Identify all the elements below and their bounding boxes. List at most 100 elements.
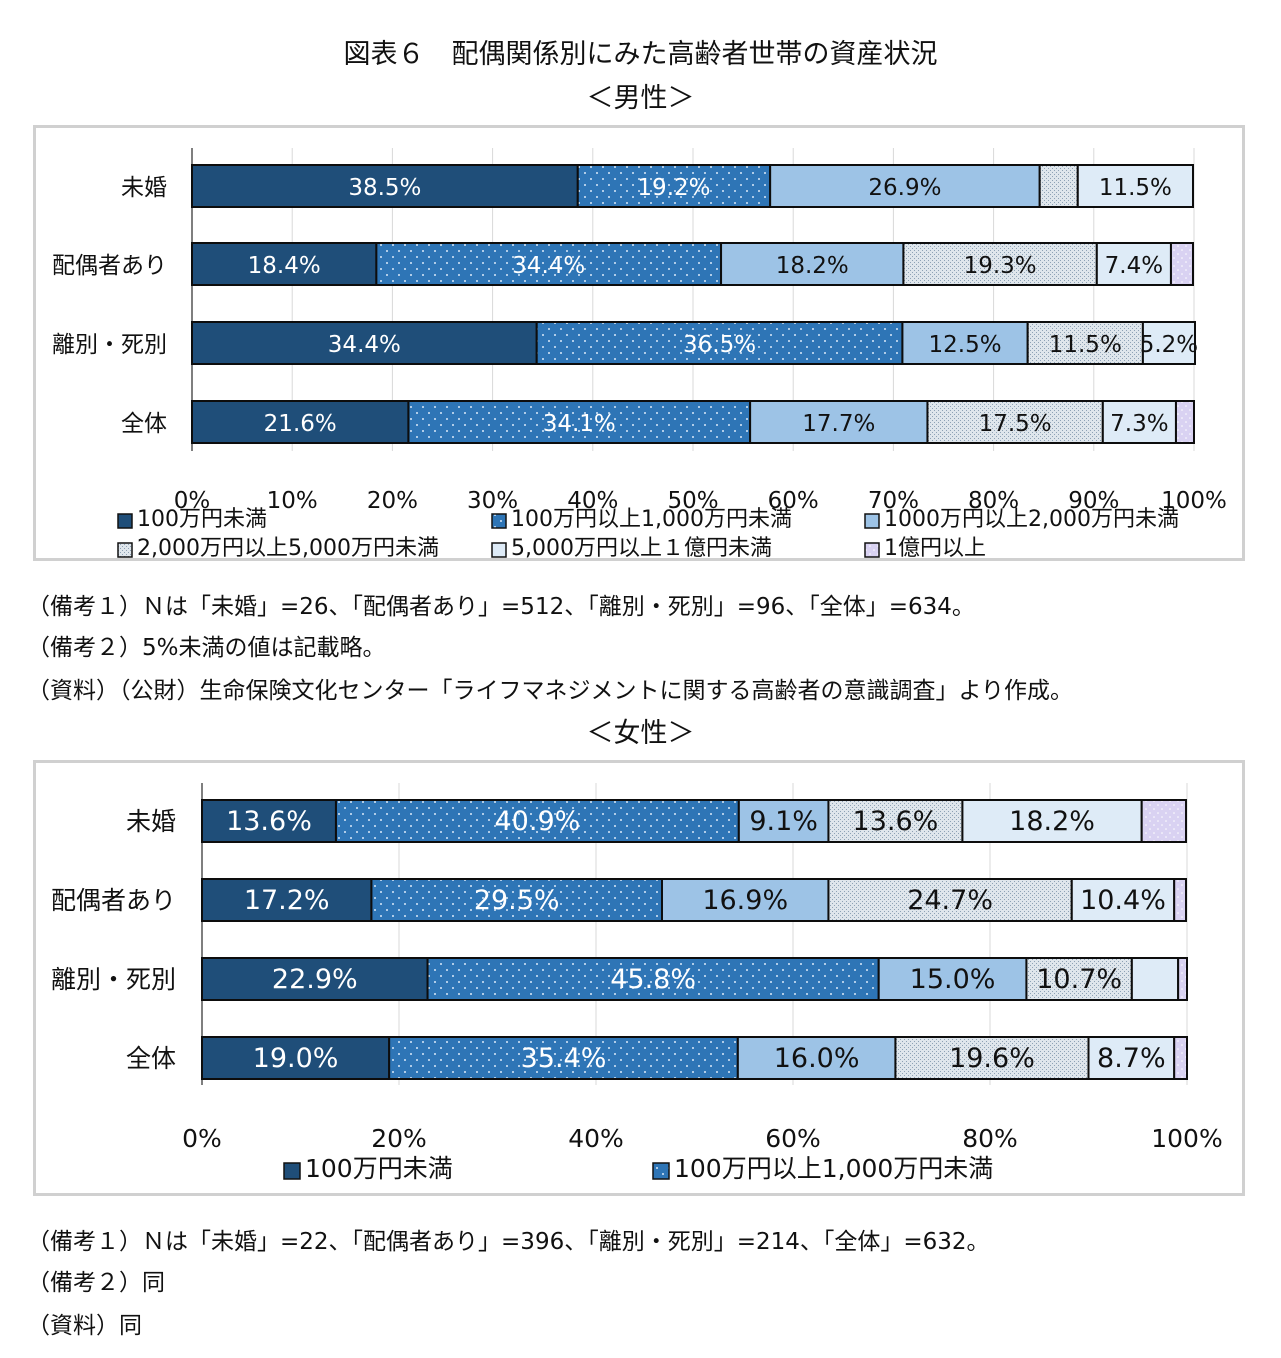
data-label: 19.0%	[253, 1043, 339, 1074]
bar-segment	[1141, 321, 1197, 365]
bar-segment	[902, 242, 1098, 286]
data-label: 13.6%	[226, 806, 312, 837]
legend-label: 100万円以上1,000万円未満	[674, 1154, 993, 1183]
male-note-3: （資料）（公財）生命保険文化センター「ライフマネジメントに関する高齢者の意識調査…	[27, 678, 1074, 704]
data-label: 34.4%	[512, 253, 585, 279]
x-tick-label: 20%	[367, 488, 418, 514]
bar-segment	[769, 164, 1041, 208]
data-label: 29.5%	[474, 885, 560, 916]
male-chart: 0% 10% 20% 30% 40% 50% 60% 70% 80% 90% 100% 未婚 38.5%…	[52, 148, 1227, 561]
category-label: 離別・死別	[51, 965, 176, 994]
bar-segment	[1026, 321, 1144, 365]
male-chart-panel: 0% 10% 20% 30% 40% 50% 60% 70% 80% 90% 100% 未婚 38.5%…	[33, 125, 1245, 561]
x-tick-label: 90%	[1068, 488, 1119, 514]
data-label: 36.5%	[683, 332, 756, 358]
x-tick-label: 0%	[174, 488, 211, 514]
legend-swatch	[117, 542, 133, 558]
data-label: 19.3%	[964, 253, 1037, 279]
bar-segment	[1169, 242, 1194, 286]
bar-segment	[535, 321, 904, 365]
x-tick-label: 40%	[567, 488, 618, 514]
bar-segment	[1038, 164, 1079, 208]
category-label: 全体	[126, 1044, 176, 1073]
bar-segment	[926, 400, 1104, 444]
female-chart: 0% 20% 40% 60% 80% 100% 未婚 13.6% 40.9% 9.1% 13.6% 1…	[51, 783, 1223, 1183]
bar-segment	[370, 878, 663, 922]
male-subtitle: ＜男性＞	[586, 83, 695, 114]
bar-segment	[1174, 400, 1195, 444]
x-tick-label: 40%	[568, 1124, 624, 1153]
female-subtitle: ＜女性＞	[586, 718, 695, 749]
x-tick-label: 60%	[765, 1124, 821, 1153]
x-tick-label: 30%	[467, 488, 518, 514]
data-label: 9.1%	[749, 806, 818, 837]
category-label: 配偶者あり	[51, 886, 176, 915]
x-tick-label: 60%	[768, 488, 819, 514]
bar-segment	[901, 321, 1029, 365]
data-label: 34.4%	[328, 332, 401, 358]
data-label: 10.7%	[1036, 964, 1122, 995]
bar-segment	[1101, 400, 1177, 444]
data-label: 16.0%	[774, 1043, 860, 1074]
legend-label: 100万円未満	[305, 1154, 453, 1183]
data-label: 17.5%	[979, 411, 1052, 437]
figure-title: 図表６ 配偶関係別にみた高齢者世帯の資産状況	[343, 39, 938, 70]
male-note-2: （備考２）5%未満の値は記載略。	[27, 635, 386, 661]
bar-segment	[1076, 164, 1194, 208]
data-label: 5.2%	[1140, 332, 1198, 358]
legend-label: 5,000万円以上１億円未満	[511, 536, 772, 558]
data-label: 15.0%	[910, 964, 996, 995]
x-tick-label: 70%	[868, 488, 919, 514]
category-label: 未婚	[126, 807, 176, 836]
female-note-1: （備考１）Ｎは「未婚」=22、「配偶者あり」=396、「離別・死別」=214、「…	[27, 1229, 990, 1255]
bar-segment	[827, 799, 964, 843]
bar-segment	[1025, 957, 1133, 1001]
male-note-1: （備考１）Ｎは「未婚」=26、「配偶者あり」=512、「離別・死別」=96、「全…	[27, 594, 975, 620]
bar-segment	[426, 957, 880, 1001]
legend-swatch	[491, 513, 507, 529]
data-label: 18.2%	[1009, 806, 1095, 837]
data-label: 18.4%	[248, 253, 321, 279]
data-label: 40.9%	[495, 806, 581, 837]
legend-swatch	[864, 513, 880, 529]
data-label: 19.6%	[949, 1043, 1035, 1074]
bar-segment	[201, 957, 429, 1001]
bar-segment	[1177, 957, 1189, 1001]
bar-segment	[1087, 1036, 1176, 1080]
category-label: 配偶者あり	[52, 253, 167, 279]
data-label: 7.3%	[1110, 411, 1168, 437]
data-label: 34.1%	[543, 411, 616, 437]
bar-segment	[201, 878, 373, 922]
bar-segment	[191, 321, 538, 365]
legend-label: 2,000万円以上5,000万円未満	[137, 536, 439, 558]
x-tick-label: 50%	[667, 488, 718, 514]
data-label: 16.9%	[702, 885, 788, 916]
female-chart-panel: 0% 20% 40% 60% 80% 100% 未婚 13.6% 40.9% 9.1% 13.6% 1…	[33, 760, 1245, 1196]
bar-segment	[660, 878, 830, 922]
legend-label: 1億円以上	[884, 536, 986, 558]
data-label: 19.2%	[637, 175, 710, 201]
bar-segment	[1173, 1036, 1188, 1080]
data-label: 7.4%	[1105, 253, 1163, 279]
legend-label: 100万円未満	[137, 507, 267, 532]
data-label: 17.7%	[802, 411, 875, 437]
bar-segment	[827, 878, 1073, 922]
legend-swatch	[652, 1162, 670, 1180]
x-tick-label: 0%	[182, 1124, 222, 1153]
legend-swatch	[117, 513, 133, 529]
bar-segment	[407, 400, 752, 444]
bar-segment	[201, 799, 337, 843]
bar-segment	[1140, 799, 1188, 843]
bar-segment	[720, 242, 905, 286]
data-label: 24.7%	[907, 885, 993, 916]
x-tick-label: 100%	[1151, 1124, 1222, 1153]
legend-swatch	[491, 542, 507, 558]
bar-segment	[191, 164, 579, 208]
data-label: 38.5%	[348, 175, 421, 201]
x-tick-label: 80%	[968, 488, 1019, 514]
category-label: 離別・死別	[52, 332, 167, 358]
bar-segment	[736, 1036, 897, 1080]
data-label: 11.5%	[1049, 332, 1122, 358]
female-note-3: （資料）同	[27, 1313, 142, 1339]
category-label: 全体	[121, 411, 167, 437]
